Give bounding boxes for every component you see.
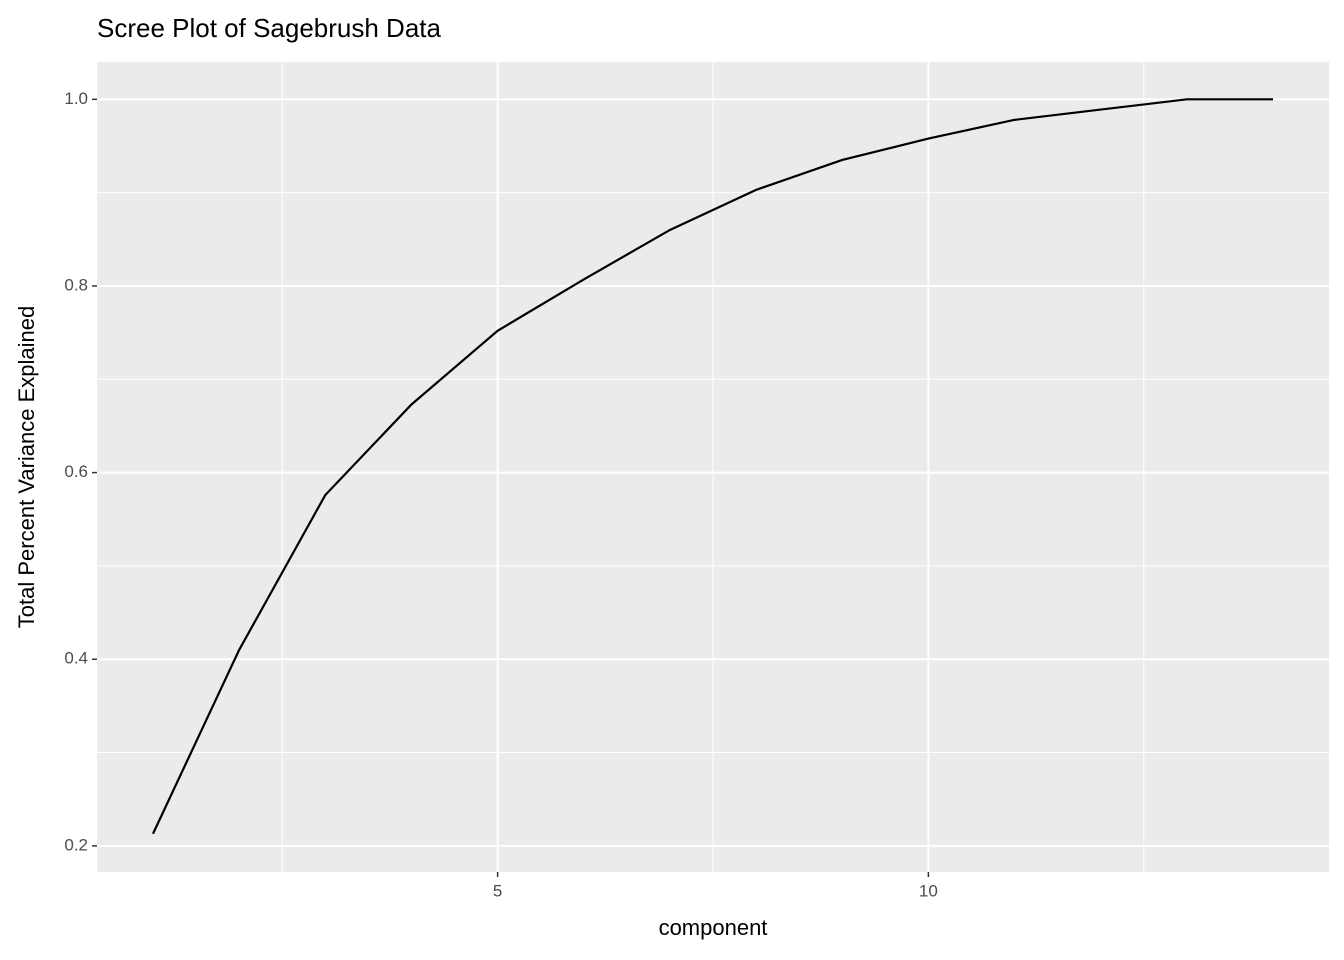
chart-title: Scree Plot of Sagebrush Data [97,13,442,43]
x-tick-label: 10 [919,881,938,900]
x-tick-label: 5 [493,881,502,900]
y-tick-label: 0.2 [64,835,88,854]
line-series [152,98,1273,835]
x-axis-title: component [659,915,768,940]
y-tick-label: 1.0 [64,89,88,108]
y-tick-label: 0.8 [64,275,88,294]
y-axis-title: Total Percent Variance Explained [14,306,39,628]
y-tick-label: 0.6 [64,462,88,481]
y-tick-label: 0.4 [64,649,88,668]
